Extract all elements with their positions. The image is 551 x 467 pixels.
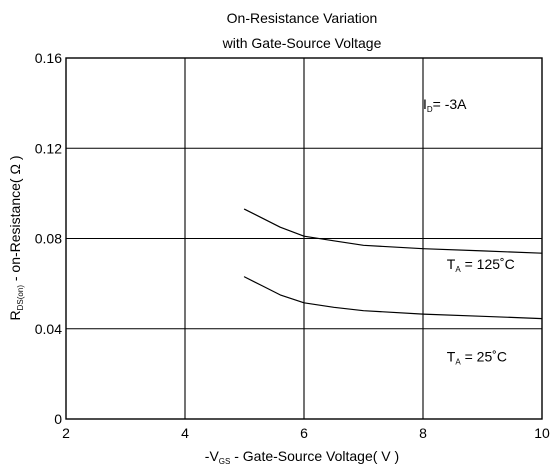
chart-title-group: On-Resistance Variation with Gate-Source… (222, 10, 382, 51)
annotation-subscript: D (427, 105, 433, 114)
x-tick-label: 10 (534, 425, 550, 441)
chart-title-line-2: with Gate-Source Voltage (222, 35, 382, 51)
chart-annotation-3: TA = 25˚C (447, 348, 507, 366)
y-axis-label-suffix: - on-Resistance( Ω ) (7, 156, 23, 286)
y-axis-label: RDS(on) - on-Resistance( Ω ) (7, 156, 25, 321)
y-tick-label: 0.08 (35, 231, 62, 247)
grid-layer (66, 58, 542, 419)
series-layer (243, 208, 543, 320)
y-axis-label-subscript: DS(on) (16, 285, 25, 311)
x-axis-label-prefix: -V (205, 448, 220, 464)
y-tick-label: 0.12 (35, 140, 62, 156)
annotation-suffix: = 25˚C (461, 348, 507, 364)
annotation-prefix: T (447, 256, 456, 272)
annotation-prefix: I (423, 96, 427, 112)
y-axis-label-prefix: R (7, 310, 23, 320)
y-tick-label: 0.04 (35, 321, 62, 337)
annotation-subscript: A (455, 265, 461, 274)
x-tick-label: 2 (62, 425, 70, 441)
y-tick-label: 0 (54, 411, 62, 427)
annotation-suffix: = 125˚C (461, 256, 515, 272)
annotation-subscript: A (455, 357, 461, 366)
series-line-1 (243, 208, 543, 254)
annotation-prefix: T (447, 348, 456, 364)
y-tick-label: 0.16 (35, 50, 62, 66)
chart-annotation-1: ID= -3A (423, 96, 467, 114)
chart-title-line-1: On-Resistance Variation (227, 10, 378, 26)
x-tick-label: 8 (419, 425, 427, 441)
annotation-suffix: = -3A (433, 96, 468, 112)
x-axis-label: -VGS - Gate-Source Voltage( V ) (205, 448, 399, 466)
x-axis-label-suffix: - Gate-Source Voltage( V ) (230, 448, 399, 464)
x-tick-label: 6 (300, 425, 308, 441)
x-tick-label: 4 (181, 425, 189, 441)
x-axis-label-subscript: GS (219, 457, 231, 466)
tick-label-layer: 2 4 6 8 10 0 0.04 0.08 0.12 0.16 (35, 50, 550, 441)
chart-annotation-2: TA = 125˚C (447, 256, 515, 274)
series-line-2 (243, 276, 543, 320)
